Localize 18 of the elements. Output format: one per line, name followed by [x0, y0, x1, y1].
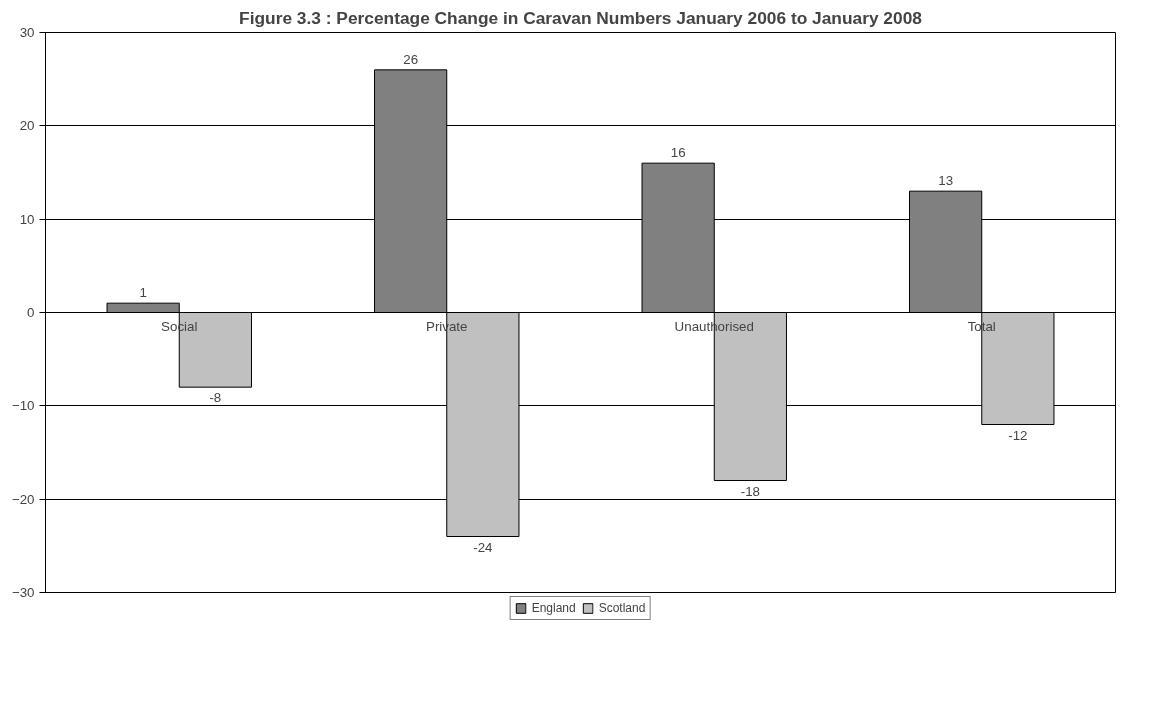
data-label: -18 [740, 483, 760, 499]
chart-title: Figure 3.3 : Percentage Change in Caravan Numbers January 2006 to January 2008 [239, 7, 923, 28]
data-label: -24 [473, 539, 494, 555]
data-label: 1 [139, 285, 147, 301]
y-tick-label: 10 [19, 211, 35, 227]
y-tick-label: 20 [19, 118, 35, 134]
y-tick-label: 0 [27, 305, 35, 320]
data-label: 26 [403, 51, 419, 67]
y-tick-label: −30 [11, 585, 35, 600]
legend-label: England [531, 601, 576, 615]
data-label: 13 [938, 173, 954, 189]
y-tick-label: −20 [11, 491, 35, 507]
y-tick-label: 30 [19, 25, 35, 40]
legend-label: Scotland [598, 601, 646, 615]
y-tick-label: −10 [11, 398, 35, 414]
data-label: -8 [209, 390, 222, 406]
data-label: -12 [1008, 427, 1028, 443]
data-label: 16 [670, 145, 686, 161]
